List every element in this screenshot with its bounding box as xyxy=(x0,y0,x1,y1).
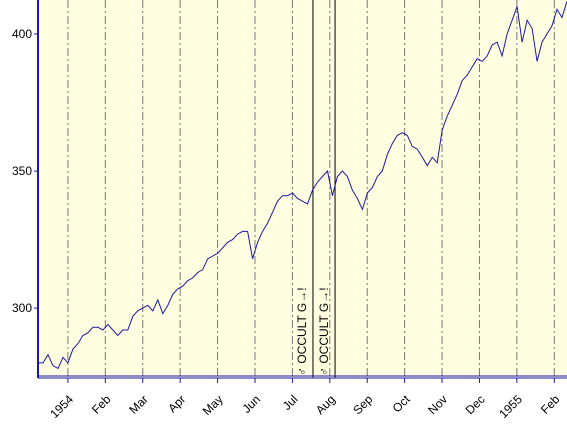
x-tick-label: Apr xyxy=(165,392,188,415)
x-tick-label: 1955 xyxy=(496,392,525,421)
x-tick-label: Jun xyxy=(240,392,264,416)
y-tick-label: 400 xyxy=(12,27,32,41)
x-tick-label: Jul xyxy=(280,392,301,413)
x-tick-label: Feb xyxy=(89,392,114,417)
x-tick-label: Nov xyxy=(425,392,450,417)
x-tick-label: Mar xyxy=(126,392,151,417)
annotation-text: ♂ OCCULT G→! xyxy=(295,287,309,376)
x-tick-label: May xyxy=(200,392,226,418)
y-tick-label: 350 xyxy=(12,164,32,178)
x-tick-label: Feb xyxy=(538,392,563,417)
x-tick-label: Oct xyxy=(390,392,414,416)
price-line xyxy=(38,0,567,370)
plot-background xyxy=(38,0,567,377)
x-tick-label: Aug xyxy=(313,392,338,417)
x-tick-label: 1954 xyxy=(47,392,76,421)
annotation-text: ♂ OCCULT G→! xyxy=(317,287,331,376)
x-tick-label: Dec xyxy=(463,392,488,417)
x-tick-label: Sep xyxy=(350,392,375,417)
y-tick-label: 300 xyxy=(12,301,32,315)
